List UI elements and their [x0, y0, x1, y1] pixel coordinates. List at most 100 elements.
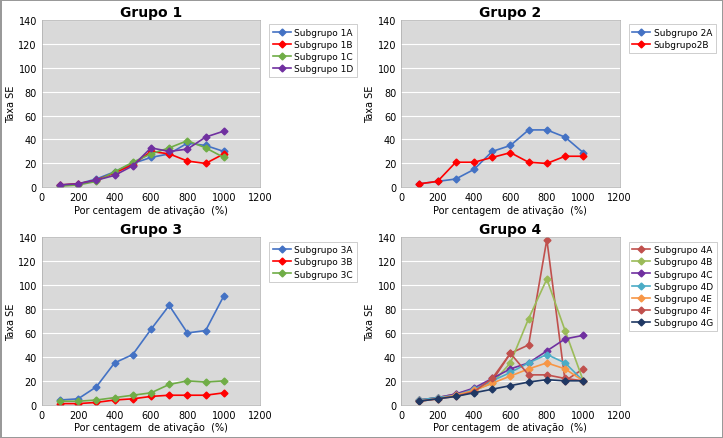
Subgrupo 3C: [220, 378, 228, 384]
Subgrupo 1A: [183, 141, 192, 146]
Subgrupo 1B: [220, 152, 228, 157]
Subgrupo 4B: [524, 316, 533, 321]
Subgrupo 1C: [165, 146, 174, 151]
Subgrupo 4G: [415, 399, 424, 404]
Subgrupo 3A: [165, 303, 174, 308]
Line: Subgrupo2B: Subgrupo2B: [417, 151, 586, 187]
Y-axis label: Taxa SE: Taxa SE: [6, 303, 16, 340]
Title: Grupo 1: Grupo 1: [120, 6, 182, 20]
Subgrupo 4D: [415, 397, 424, 403]
Subgrupo 2A: [506, 144, 515, 149]
Subgrupo 4G: [561, 378, 570, 384]
Line: Subgrupo 3B: Subgrupo 3B: [58, 391, 226, 406]
Subgrupo 4C: [470, 385, 479, 391]
Subgrupo 4D: [506, 370, 515, 375]
Legend: Subgrupo 3A, Subgrupo 3B, Subgrupo 3C: Subgrupo 3A, Subgrupo 3B, Subgrupo 3C: [269, 242, 356, 283]
Subgrupo 4A: [470, 387, 479, 392]
Subgrupo 1B: [56, 183, 64, 188]
Title: Grupo 3: Grupo 3: [120, 223, 182, 237]
Subgrupo 1A: [220, 149, 228, 155]
Subgrupo 1A: [129, 162, 137, 167]
Subgrupo 3B: [110, 397, 119, 403]
Subgrupo 4C: [433, 395, 442, 400]
Subgrupo 2A: [488, 149, 497, 155]
Subgrupo 3C: [147, 390, 155, 396]
Subgrupo 1D: [201, 135, 210, 141]
Subgrupo 1A: [147, 155, 155, 161]
Subgrupo 1B: [110, 171, 119, 176]
Subgrupo 3B: [56, 401, 64, 406]
Y-axis label: Taxa SE: Taxa SE: [365, 86, 375, 123]
Subgrupo 1A: [92, 177, 100, 182]
Legend: Subgrupo 2A, Subgrupo2B: Subgrupo 2A, Subgrupo2B: [628, 25, 716, 53]
Line: Subgrupo 4D: Subgrupo 4D: [417, 352, 586, 403]
Subgrupo 4B: [451, 393, 460, 398]
Subgrupo2B: [451, 160, 460, 166]
Subgrupo2B: [415, 182, 424, 187]
Subgrupo 3A: [201, 328, 210, 333]
Line: Subgrupo 4E: Subgrupo 4E: [417, 360, 586, 404]
Subgrupo 3A: [92, 384, 100, 389]
Legend: Subgrupo 4A, Subgrupo 4B, Subgrupo 4C, Subgrupo 4D, Subgrupo 4E, Subgrupo 4F, Su: Subgrupo 4A, Subgrupo 4B, Subgrupo 4C, S…: [628, 242, 716, 331]
Subgrupo 4B: [542, 277, 551, 282]
Subgrupo 2A: [433, 179, 442, 184]
Subgrupo 4F: [470, 389, 479, 394]
Subgrupo 3C: [129, 393, 137, 398]
Subgrupo 4B: [415, 397, 424, 403]
Subgrupo 1C: [92, 179, 100, 184]
Y-axis label: Taxa SE: Taxa SE: [6, 86, 16, 123]
Line: Subgrupo 2A: Subgrupo 2A: [417, 128, 586, 187]
Subgrupo 1D: [56, 183, 64, 188]
Subgrupo 1B: [183, 159, 192, 164]
Line: Subgrupo 4F: Subgrupo 4F: [417, 351, 586, 404]
Line: Subgrupo 1D: Subgrupo 1D: [58, 129, 226, 188]
Subgrupo 3B: [147, 394, 155, 399]
Line: Subgrupo 1C: Subgrupo 1C: [58, 139, 226, 189]
Subgrupo 3C: [201, 380, 210, 385]
X-axis label: Por centagem  de ativação  (%): Por centagem de ativação (%): [74, 205, 228, 215]
Subgrupo 4D: [488, 378, 497, 384]
Subgrupo 1B: [165, 152, 174, 157]
Subgrupo 1D: [165, 149, 174, 155]
Subgrupo 1D: [92, 178, 100, 184]
Subgrupo 3A: [183, 331, 192, 336]
Subgrupo 2A: [561, 135, 570, 141]
Line: Subgrupo 4G: Subgrupo 4G: [417, 378, 586, 404]
Subgrupo 4G: [451, 394, 460, 399]
Subgrupo 3B: [129, 396, 137, 402]
Subgrupo 4E: [488, 381, 497, 386]
Subgrupo 4A: [415, 397, 424, 403]
Legend: Subgrupo 1A, Subgrupo 1B, Subgrupo 1C, Subgrupo 1D: Subgrupo 1A, Subgrupo 1B, Subgrupo 1C, S…: [269, 25, 357, 78]
Subgrupo 3C: [74, 399, 82, 404]
Subgrupo 1C: [220, 155, 228, 161]
Subgrupo 3B: [92, 400, 100, 405]
Subgrupo 2A: [542, 128, 551, 133]
Subgrupo 3C: [183, 378, 192, 384]
Subgrupo 4E: [579, 378, 588, 384]
Subgrupo 1C: [74, 183, 82, 188]
Subgrupo 4A: [561, 378, 570, 384]
X-axis label: Por centagem  de ativação  (%): Por centagem de ativação (%): [74, 423, 228, 432]
Line: Subgrupo 1B: Subgrupo 1B: [58, 150, 226, 188]
Subgrupo 1C: [183, 139, 192, 144]
Subgrupo 4E: [542, 360, 551, 366]
Subgrupo2B: [470, 160, 479, 166]
Subgrupo 4D: [524, 360, 533, 366]
Subgrupo 4B: [488, 381, 497, 386]
Subgrupo 1C: [129, 160, 137, 166]
Subgrupo 1B: [129, 162, 137, 168]
Subgrupo 4F: [506, 351, 515, 356]
Subgrupo 3C: [92, 397, 100, 403]
Subgrupo 4A: [524, 343, 533, 348]
Subgrupo 2A: [470, 167, 479, 173]
Subgrupo 2A: [451, 177, 460, 182]
Subgrupo 4B: [561, 328, 570, 333]
Subgrupo 1B: [74, 182, 82, 187]
Title: Grupo 2: Grupo 2: [479, 6, 542, 20]
Subgrupo 1C: [110, 170, 119, 175]
Subgrupo 3A: [220, 293, 228, 299]
Subgrupo 1D: [110, 173, 119, 179]
Subgrupo 4A: [451, 392, 460, 397]
Subgrupo 1B: [201, 162, 210, 167]
Subgrupo2B: [524, 160, 533, 166]
